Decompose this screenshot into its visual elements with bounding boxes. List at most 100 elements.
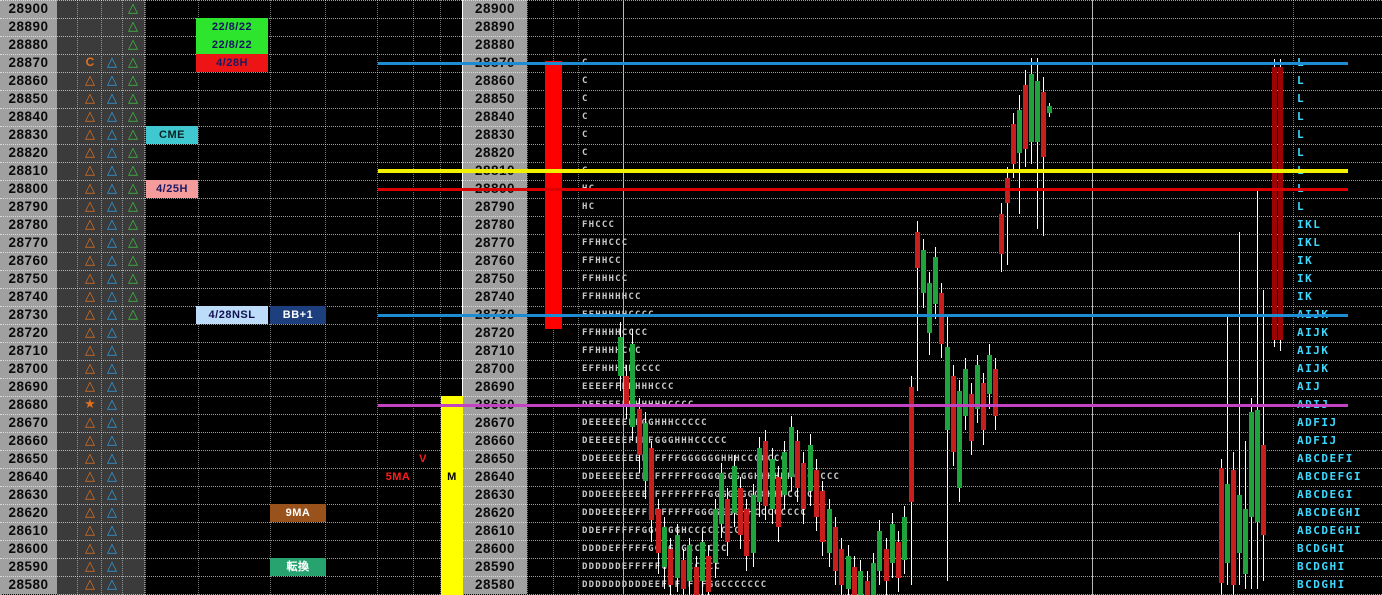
session-divider-line <box>623 0 624 595</box>
candle <box>668 549 673 585</box>
price-cell[interactable]: 28850 <box>463 90 527 108</box>
signal-triangle-icon: △ <box>85 361 95 376</box>
signal-triangle-icon: △ <box>85 253 95 268</box>
price-cell[interactable]: 28870 <box>0 54 57 72</box>
session-letters: ABCDEGI <box>1297 488 1354 501</box>
price-cell[interactable]: 28830 <box>0 126 57 144</box>
price-cell[interactable]: 28790 <box>463 198 527 216</box>
price-cell[interactable]: 28690 <box>463 378 527 396</box>
price-cell[interactable]: 28860 <box>0 72 57 90</box>
price-cell[interactable]: 28860 <box>463 72 527 90</box>
price-cell[interactable]: 28590 <box>0 558 57 576</box>
candle <box>713 509 718 564</box>
price-cell[interactable]: 28750 <box>463 270 527 288</box>
price-cell[interactable]: 28730 <box>0 306 57 324</box>
price-cell[interactable]: 28820 <box>0 144 57 162</box>
price-cell[interactable]: 28740 <box>0 288 57 306</box>
candle <box>1047 106 1052 114</box>
price-cell[interactable]: 28780 <box>0 216 57 234</box>
price-cell[interactable]: 28750 <box>0 270 57 288</box>
price-cell[interactable]: 28760 <box>0 252 57 270</box>
column-gridline <box>145 0 146 595</box>
ladder-edge-line <box>462 0 463 595</box>
candle <box>814 469 819 517</box>
value-area-bar-yellow <box>441 396 463 595</box>
row-gridline <box>0 144 1382 145</box>
price-cell[interactable]: 28760 <box>463 252 527 270</box>
price-cell[interactable]: 28720 <box>463 324 527 342</box>
price-cell[interactable]: 28790 <box>0 198 57 216</box>
profile-letters: FHCCC <box>582 220 616 230</box>
row-gridline <box>0 306 1382 307</box>
row-gridline <box>0 324 1382 325</box>
ma9-label: 9MA <box>270 504 326 522</box>
price-cell[interactable]: 28770 <box>463 234 527 252</box>
price-cell[interactable]: 28900 <box>0 0 57 18</box>
price-cell[interactable]: 28820 <box>463 144 527 162</box>
price-cell[interactable]: 28850 <box>0 90 57 108</box>
price-cell[interactable]: 28800 <box>0 180 57 198</box>
price-cell[interactable]: 28900 <box>463 0 527 18</box>
candle <box>921 250 926 294</box>
candle <box>1231 469 1236 585</box>
price-cell[interactable]: 28610 <box>463 522 527 540</box>
price-cell[interactable]: 28720 <box>0 324 57 342</box>
price-cell[interactable]: 28660 <box>0 432 57 450</box>
candle <box>884 549 889 582</box>
price-cell[interactable]: 28660 <box>463 432 527 450</box>
price-cell[interactable]: 28610 <box>0 522 57 540</box>
row-gridline <box>0 450 1382 451</box>
signal-panel-background <box>57 0 145 595</box>
price-cell[interactable]: 28830 <box>463 126 527 144</box>
price-cell[interactable]: 28840 <box>0 108 57 126</box>
price-cell[interactable]: 28600 <box>0 540 57 558</box>
price-cell[interactable]: 28880 <box>0 36 57 54</box>
candle <box>782 451 787 495</box>
price-cell[interactable]: 28710 <box>463 342 527 360</box>
candle <box>744 509 749 557</box>
price-cell[interactable]: 28620 <box>463 504 527 522</box>
price-cell[interactable]: 28640 <box>0 468 57 486</box>
candle <box>700 541 705 582</box>
candle <box>1041 91 1046 157</box>
candle <box>909 387 914 503</box>
price-cell[interactable]: 28780 <box>463 216 527 234</box>
price-cell[interactable]: 28700 <box>463 360 527 378</box>
price-cell[interactable]: 28590 <box>463 558 527 576</box>
profile-letters: C <box>582 112 589 122</box>
price-cell[interactable]: 28710 <box>0 342 57 360</box>
candle <box>1237 495 1242 553</box>
price-cell[interactable]: 28670 <box>463 414 527 432</box>
price-cell[interactable]: 28700 <box>0 360 57 378</box>
price-cell[interactable]: 28690 <box>0 378 57 396</box>
signal-triangle-icon: △ <box>128 181 138 196</box>
row-gridline <box>0 432 1382 433</box>
price-cell[interactable]: 28580 <box>463 576 527 594</box>
price-cell[interactable]: 28810 <box>0 162 57 180</box>
price-cell[interactable]: 28630 <box>0 486 57 504</box>
session-letters: IK <box>1297 254 1314 267</box>
price-cell[interactable]: 28650 <box>0 450 57 468</box>
candle <box>890 523 895 564</box>
price-cell[interactable]: 28630 <box>463 486 527 504</box>
candle <box>945 347 950 431</box>
price-cell[interactable]: 28740 <box>463 288 527 306</box>
price-cell[interactable]: 28580 <box>0 576 57 594</box>
price-cell[interactable]: 28680 <box>0 396 57 414</box>
price-cell[interactable]: 28890 <box>463 18 527 36</box>
price-cell[interactable]: 28880 <box>463 36 527 54</box>
profile-letters: FFHHCCC <box>582 238 629 248</box>
price-cell[interactable]: 28620 <box>0 504 57 522</box>
price-cell[interactable]: 28640 <box>463 468 527 486</box>
price-cell[interactable]: 28890 <box>0 18 57 36</box>
candle <box>795 441 800 488</box>
price-cell[interactable]: 28840 <box>463 108 527 126</box>
candle <box>808 444 813 492</box>
signal-triangle-icon: △ <box>128 91 138 106</box>
profile-letters: FFHHHHCCC <box>582 346 642 356</box>
price-cell[interactable]: 28770 <box>0 234 57 252</box>
price-cell[interactable]: 28650 <box>463 450 527 468</box>
price-cell[interactable]: 28600 <box>463 540 527 558</box>
price-cell[interactable]: 28670 <box>0 414 57 432</box>
